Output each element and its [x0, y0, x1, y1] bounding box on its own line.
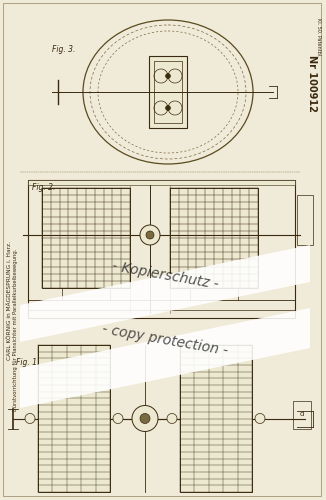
Bar	[149, 56, 187, 128]
Text: d: d	[300, 412, 304, 418]
Text: Fig. 3.: Fig. 3.	[52, 45, 75, 54]
Bar	[42, 188, 130, 288]
Bar	[38, 345, 110, 492]
Circle shape	[132, 406, 158, 431]
Text: - Kopierschutz -: - Kopierschutz -	[111, 258, 219, 292]
Circle shape	[113, 414, 123, 424]
Text: - copy protection -: - copy protection -	[101, 322, 229, 358]
Text: Bürstvorrichtung für Plansichter mit Parallelkurbelbewegung.: Bürstvorrichtung für Plansichter mit Par…	[13, 249, 19, 411]
Bar	[154, 61, 182, 123]
Circle shape	[166, 74, 170, 78]
Text: Kl. 50. Patentbl.: Kl. 50. Patentbl.	[317, 18, 321, 57]
Text: Nr 100912: Nr 100912	[307, 55, 317, 112]
Circle shape	[167, 414, 177, 424]
Bar	[28, 180, 295, 318]
Text: Fig. 2.: Fig. 2.	[32, 183, 55, 192]
Circle shape	[140, 414, 150, 424]
Circle shape	[146, 231, 154, 239]
Polygon shape	[20, 308, 310, 408]
Bar	[170, 188, 258, 288]
Text: CARL KÖRNIG in MÄGDESPRUNG i. Harz.: CARL KÖRNIG in MÄGDESPRUNG i. Harz.	[7, 240, 12, 360]
Text: Fig. 1.: Fig. 1.	[16, 358, 39, 367]
Bar	[297, 195, 313, 245]
Bar	[293, 400, 311, 428]
Circle shape	[255, 414, 265, 424]
Bar	[28, 180, 295, 185]
Circle shape	[166, 106, 170, 110]
Circle shape	[25, 414, 35, 424]
Polygon shape	[20, 245, 310, 342]
Circle shape	[140, 225, 160, 245]
Bar	[180, 345, 252, 492]
